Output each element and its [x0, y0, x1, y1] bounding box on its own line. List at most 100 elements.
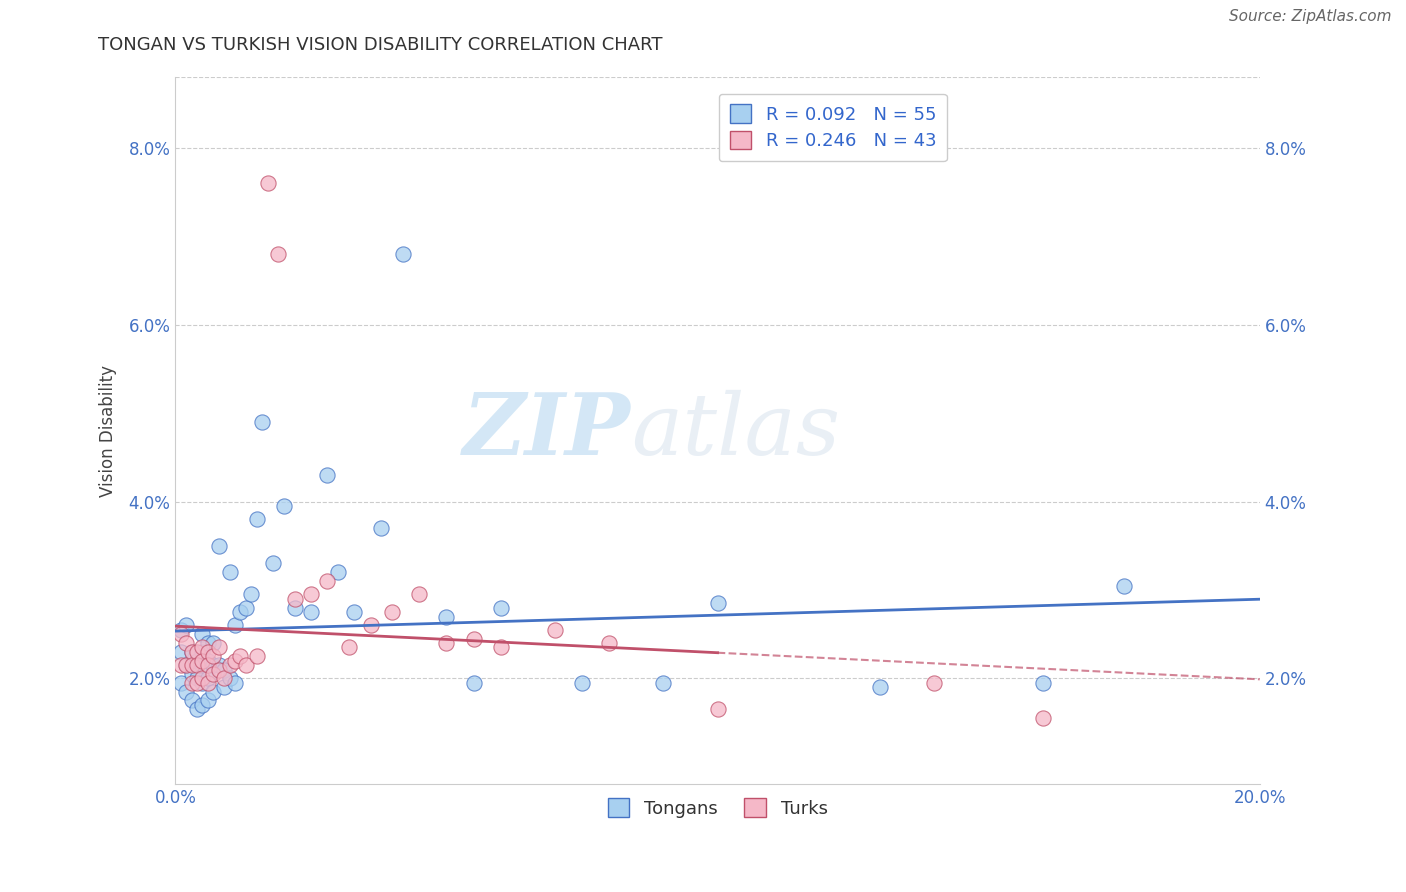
Point [436, 636, 458, 650]
Point [180, 693, 202, 707]
Text: TONGAN VS TURKISH VISION DISABILITY CORRELATION CHART: TONGAN VS TURKISH VISION DISABILITY CORR… [98, 36, 662, 54]
Point [326, 566, 349, 580]
Point [218, 566, 240, 580]
Point [489, 600, 512, 615]
Point [246, 649, 269, 664]
Point [224, 654, 246, 668]
Point [224, 675, 246, 690]
Point [212, 672, 235, 686]
Point [197, 693, 219, 707]
Point [186, 658, 208, 673]
Text: atlas: atlas [631, 390, 839, 472]
Point [174, 618, 197, 632]
Point [197, 675, 219, 690]
Point [191, 627, 214, 641]
Point [1032, 711, 1054, 725]
Point [316, 468, 339, 483]
Point [598, 636, 620, 650]
Point [218, 672, 240, 686]
Point [202, 667, 225, 681]
Point [202, 658, 225, 673]
Point [208, 663, 231, 677]
Point [197, 654, 219, 668]
Point [924, 675, 946, 690]
Point [202, 649, 225, 664]
Point [197, 645, 219, 659]
Point [235, 658, 257, 673]
Point [186, 645, 208, 659]
Point [218, 658, 240, 673]
Point [299, 605, 322, 619]
Point [284, 591, 307, 606]
Point [191, 654, 214, 668]
Point [174, 684, 197, 698]
Point [197, 672, 219, 686]
Point [224, 618, 246, 632]
Point [273, 499, 295, 513]
Point [186, 702, 208, 716]
Point [267, 247, 290, 261]
Point [180, 675, 202, 690]
Point [191, 640, 214, 655]
Legend: Tongans, Turks: Tongans, Turks [600, 791, 835, 825]
Point [174, 658, 197, 673]
Point [170, 645, 193, 659]
Point [229, 649, 252, 664]
Point [463, 675, 485, 690]
Point [170, 675, 193, 690]
Point [186, 675, 208, 690]
Point [381, 605, 404, 619]
Point [262, 557, 284, 571]
Text: ZIP: ZIP [463, 389, 631, 473]
Point [202, 636, 225, 650]
Text: Source: ZipAtlas.com: Source: ZipAtlas.com [1229, 9, 1392, 24]
Point [208, 658, 231, 673]
Point [186, 672, 208, 686]
Point [343, 605, 366, 619]
Point [197, 658, 219, 673]
Point [299, 587, 322, 601]
Point [180, 658, 202, 673]
Point [212, 680, 235, 694]
Point [235, 600, 257, 615]
Point [191, 675, 214, 690]
Point [256, 177, 278, 191]
Point [436, 609, 458, 624]
Point [170, 658, 193, 673]
Point [174, 636, 197, 650]
Point [463, 632, 485, 646]
Point [191, 645, 214, 659]
Point [1032, 675, 1054, 690]
Point [191, 672, 214, 686]
Point [180, 667, 202, 681]
Point [337, 640, 360, 655]
Point [489, 640, 512, 655]
Point [408, 587, 430, 601]
Point [360, 618, 382, 632]
Point [212, 663, 235, 677]
Point [186, 654, 208, 668]
Point [170, 623, 193, 637]
Point [392, 247, 415, 261]
Point [652, 675, 675, 690]
Point [170, 627, 193, 641]
Point [229, 605, 252, 619]
Point [191, 658, 214, 673]
Point [202, 684, 225, 698]
Point [208, 640, 231, 655]
Point [571, 675, 593, 690]
Point [284, 600, 307, 615]
Point [706, 596, 728, 610]
Point [191, 698, 214, 712]
Point [180, 645, 202, 659]
Point [197, 636, 219, 650]
Point [1114, 578, 1136, 592]
Point [869, 680, 891, 694]
Point [370, 521, 392, 535]
Point [240, 587, 263, 601]
Point [316, 574, 339, 589]
Point [706, 702, 728, 716]
Point [208, 539, 231, 553]
Point [250, 415, 273, 429]
Point [180, 645, 202, 659]
